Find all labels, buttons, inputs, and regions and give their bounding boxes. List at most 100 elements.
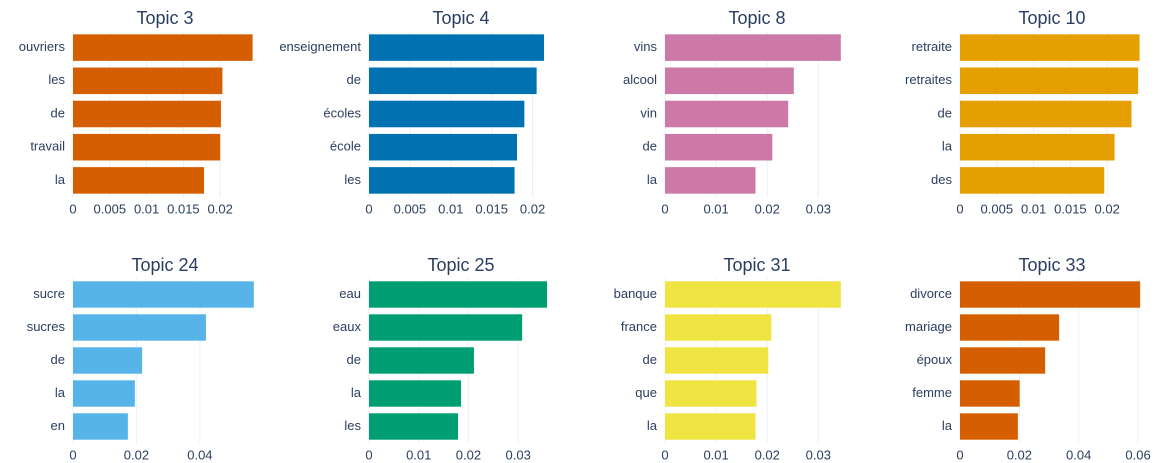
bar [960,167,1105,194]
x-tick-label: 0.01 [703,447,728,462]
y-tick-label: les [344,172,361,187]
x-tick-label: 0.03 [506,447,531,462]
bar [73,347,143,374]
y-tick-label: la [647,172,658,187]
x-tick-label: 0 [956,447,963,462]
bar [960,133,1115,161]
x-tick-label: 0 [69,447,76,462]
bar [960,314,1060,341]
y-tick-label: la [351,385,362,400]
y-tick-label: les [344,418,361,433]
y-tick-label: de [643,352,657,367]
y-tick-label: de [51,352,65,367]
x-tick-label: 0.005 [394,201,427,216]
bar [73,314,206,341]
x-tick-label: 0.01 [134,201,159,216]
x-tick-label: 0.005 [981,201,1014,216]
bar [665,100,789,128]
y-tick-label: sucre [33,286,65,301]
bar [369,413,459,440]
bar [73,100,221,128]
x-tick-label: 0.015 [1054,201,1087,216]
subplot-title: Topic 25 [427,255,494,275]
x-tick-label: 0.04 [187,447,212,462]
bar [665,314,772,341]
y-tick-label: la [647,418,658,433]
y-tick-label: en [51,418,65,433]
bar [960,100,1132,128]
y-tick-label: divorce [910,286,952,301]
x-tick-label: 0.015 [475,201,508,216]
bar [73,133,221,161]
bar [960,413,1018,440]
subplot-title: Topic 31 [723,255,790,275]
bar [960,380,1020,407]
y-tick-label: écoles [323,105,361,120]
subplot-title: Topic 3 [136,8,193,28]
x-tick-label: 0.02 [755,201,780,216]
bar [73,380,135,407]
y-tick-label: que [635,385,657,400]
subplot-title: Topic 24 [131,255,198,275]
y-tick-label: travail [30,139,65,154]
y-tick-label: la [942,139,953,154]
y-tick-label: vin [640,105,657,120]
bar [369,67,537,95]
y-tick-label: femme [912,385,952,400]
bar [369,133,518,161]
x-tick-label: 0.005 [94,201,127,216]
x-tick-label: 0.02 [755,447,780,462]
y-tick-label: école [330,139,361,154]
bar [369,167,515,194]
y-tick-label: sucres [27,319,66,334]
x-tick-label: 0.03 [806,201,831,216]
y-tick-label: eau [339,286,361,301]
bar [369,347,474,374]
subplot-title: Topic 10 [1018,8,1085,28]
bar [73,67,223,95]
subplot-title: Topic 8 [728,8,785,28]
y-tick-label: les [48,72,65,87]
x-tick-label: 0 [956,201,963,216]
bar [369,100,525,128]
y-tick-label: de [51,105,65,120]
x-tick-label: 0.02 [1007,447,1032,462]
subplot-title: Topic 4 [432,8,489,28]
y-tick-label: vins [634,39,658,54]
x-tick-label: 0.02 [456,447,481,462]
y-tick-label: enseignement [279,39,361,54]
x-tick-label: 0 [365,447,372,462]
x-tick-label: 0.02 [124,447,149,462]
bar [369,34,545,61]
bar [369,380,461,407]
x-tick-label: 0 [69,201,76,216]
bar [369,314,523,341]
x-tick-label: 0.015 [167,201,200,216]
bar [665,380,757,407]
y-tick-label: la [942,418,953,433]
bar [73,167,205,194]
bar [73,34,253,61]
y-tick-label: retraite [912,39,952,54]
y-tick-label: mariage [905,319,952,334]
x-tick-label: 0.01 [1021,201,1046,216]
bar [73,281,254,308]
bar [960,67,1139,95]
x-tick-label: 0 [365,201,372,216]
y-tick-label: ouvriers [19,39,66,54]
bar [665,133,773,161]
y-tick-label: eaux [333,319,362,334]
bar [665,281,841,308]
x-tick-label: 0 [661,447,668,462]
bar [73,413,128,440]
x-tick-label: 0.01 [406,447,431,462]
y-tick-label: la [55,172,66,187]
y-tick-label: la [55,385,66,400]
y-tick-label: de [938,105,952,120]
y-tick-label: banque [614,286,657,301]
bar [960,34,1140,61]
x-tick-label: 0 [661,201,668,216]
x-tick-label: 0.02 [520,201,545,216]
x-tick-label: 0.04 [1066,447,1091,462]
